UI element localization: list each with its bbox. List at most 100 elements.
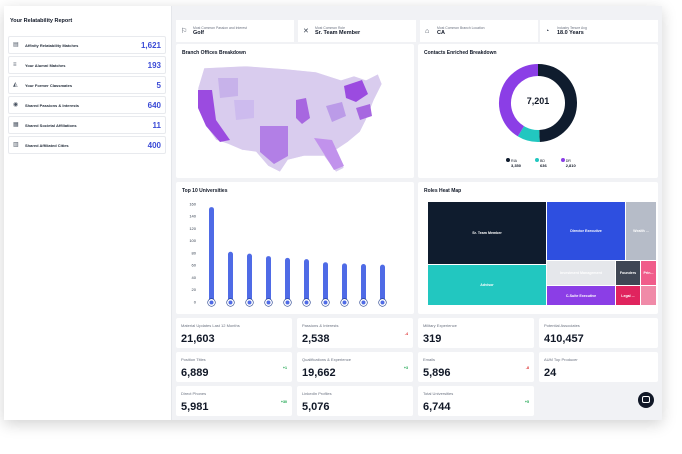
stat-label: LinkedIn Profiles [302,391,332,396]
university-logo-mark [304,300,309,305]
bar[interactable] [285,257,290,302]
sidebar-item-value: 640 [147,100,161,110]
donut-segment-bd[interactable] [517,125,540,142]
y-tick-label: 120 [189,226,196,231]
card-title: Roles Heat Map [424,188,462,194]
y-tick-label: 100 [189,238,196,243]
cities-icon: ▥ [13,142,19,148]
kpi-label: Industry Tenure Avg [557,26,587,30]
state-oh[interactable] [326,102,346,122]
sidebar-item-alumni[interactable]: ≡ Your Alumni Matches 193 [8,56,166,74]
roles-heatmap-card: Roles Heat Map Sr. Team Member Director … [418,182,658,314]
state-or[interactable] [218,78,238,98]
stat-value: 6,744 [423,401,451,413]
heatmap-cell[interactable]: Prin... [641,261,656,285]
kpi-role: ✕ Most Common Role Sr. Team Member [298,20,416,42]
branch-offices-card: Branch Offices Breakdown [176,44,414,178]
stat-military: Military Experience 319 [418,318,534,348]
alumni-icon: ≡ [13,62,17,68]
heatmap-cell[interactable] [641,286,656,305]
stat-value: 5,981 [181,401,209,413]
state-fl[interactable] [314,138,344,170]
bar[interactable] [380,264,385,302]
heatmap-cell[interactable]: C-Suite Executive [547,286,615,305]
kpi-value: Golf [193,30,204,36]
classmates-icon: ◭ [13,82,18,88]
card-title: Branch Offices Breakdown [182,50,246,56]
state-il[interactable] [296,98,310,124]
sidebar-item-value: 400 [147,140,161,150]
stat-value: 24 [544,367,557,379]
stat-label: Material Updates Last 12 Months [181,323,240,328]
state-nj[interactable] [356,104,372,120]
heatmap-cell[interactable]: Investment Management [547,261,615,285]
heatmap-cell[interactable]: Wealth ... [626,202,656,260]
donut-chart[interactable] [418,58,658,158]
legend-label: RIA [511,159,517,163]
us-map[interactable] [176,60,414,176]
sidebar-item-label: Shared Affiliated Cities [25,142,69,148]
donut-segment-ria[interactable] [537,64,577,142]
state-ny[interactable] [344,80,368,102]
stat-material-updates: Material Updates Last 12 Months 21,603 [176,318,292,348]
stat-label: Military Experience [423,323,457,328]
kpi-label: Most Common Passion and Interest [193,26,247,30]
sidebar-item-passions[interactable]: ◉ Shared Passions & Interests 640 [8,96,166,114]
legend-label: BD [540,159,546,163]
legend-item-dr: DR 2,810 [560,158,576,168]
stat-label: Potential Associates [544,323,580,328]
university-logo-mark [323,300,328,305]
university-logo-mark [209,300,214,305]
sidebar-item-classmates[interactable]: ◭ Your Former Classmates 5 [8,76,166,94]
donut-legend: RIA 3,350 BD 636 DR 2,810 [506,158,576,168]
state-ca[interactable] [198,90,230,142]
passions-icon: ◉ [13,102,19,108]
y-tick-label: 140 [189,214,196,219]
stat-delta: -4 [404,332,408,336]
bar[interactable] [342,263,347,302]
stat-label: Direct Phones [181,391,207,396]
bar[interactable] [361,264,366,302]
stat-label: Total Universities [423,391,454,396]
bar[interactable] [209,207,214,302]
donut-segment-dr[interactable] [499,64,539,137]
chart-icon: ▤ [13,42,19,48]
stat-delta: -8 [525,366,529,370]
sidebar-item-societal[interactable]: ▦ Shared Societal Affiliations 11 [8,116,166,134]
sidebar-item-affinity[interactable]: ▤ Affinity Relatability Matches 1,621 [8,36,166,54]
bar[interactable] [228,251,233,302]
sidebar-item-cities[interactable]: ▥ Shared Affiliated Cities 400 [8,136,166,154]
stat-value: 2,538 [302,333,330,345]
heatmap-cell[interactable]: Legal ... [616,286,640,305]
bar[interactable] [323,262,328,302]
sidebar-item-label: Shared Societal Affiliations [25,122,77,128]
legend-value: 2,810 [565,163,576,168]
state-tx[interactable] [260,126,288,164]
y-tick-label: 160 [189,201,196,206]
university-logo-mark [361,300,366,305]
bar[interactable] [266,256,271,302]
legend-item-bd: BD 636 [535,158,547,168]
heatmap-cell[interactable]: Director Executive [547,202,625,260]
stat-passions: Passions & Interests 2,538 -4 [297,318,413,348]
stat-qualifications: Qualifications & Experience 19,662 +3 [297,352,413,382]
bar[interactable] [304,259,309,302]
state-nv[interactable] [234,100,254,120]
legend-value: 636 [540,163,547,168]
kpi-passion: ⚐ Most Common Passion and Interest Golf [176,20,294,42]
stat-emails: Emails 5,896 -8 [418,352,534,382]
heatmap-cell[interactable]: Sr. Team Member [428,202,546,264]
contacts-enriched-card: Contacts Enriched Breakdown 7,201 RIA 3,3… [418,44,658,178]
dashboard-frame: Your Relatability Report ▤ Affinity Rela… [4,6,662,420]
stat-value: 5,076 [302,401,330,413]
heatmap-cell[interactable]: Founders [616,261,640,285]
bar[interactable] [247,253,252,302]
y-tick-label: 40 [192,275,197,280]
sidebar-item-value: 1,621 [140,40,161,50]
sidebar-item-value: 193 [147,60,161,70]
chat-button[interactable] [638,392,654,408]
stat-value: 19,662 [302,367,336,379]
stat-delta: +30 [280,400,287,404]
heatmap-cell[interactable]: Advisor [428,265,546,305]
bar-chart[interactable]: 0 20 40 60 80 100 120 140 160 [176,182,414,314]
